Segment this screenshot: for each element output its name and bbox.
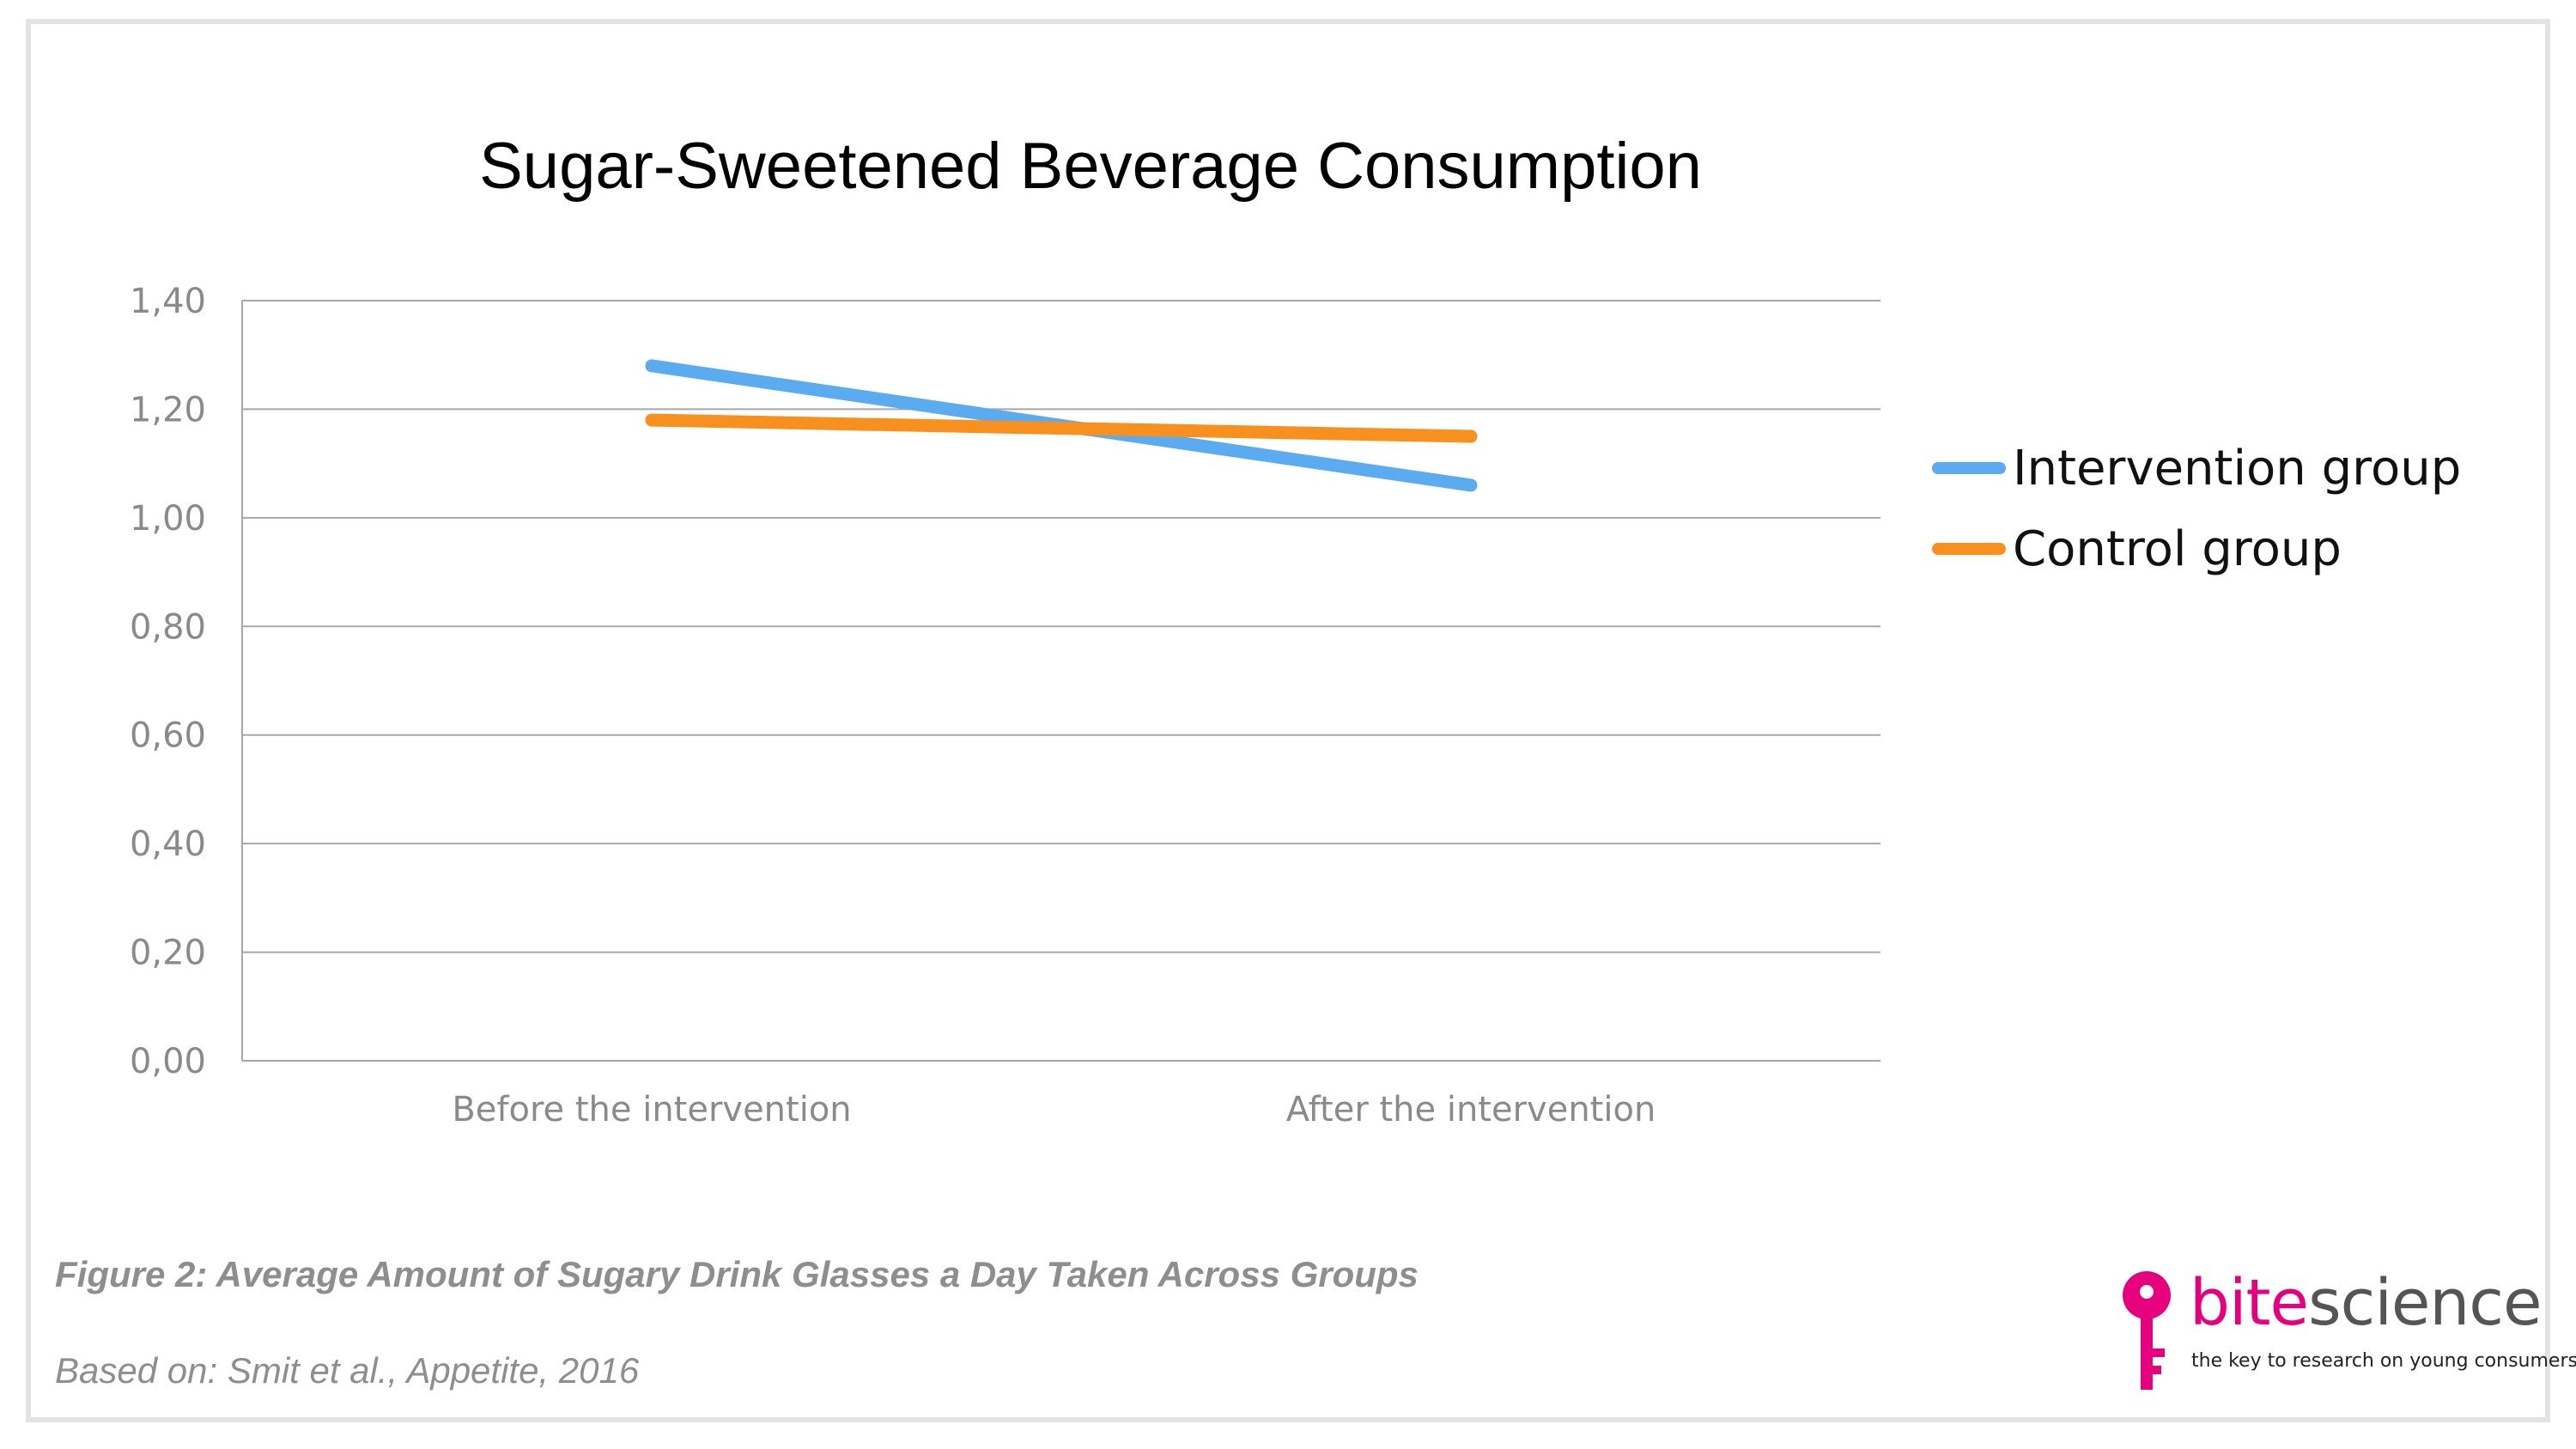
logo-tagline: the key to research on young consumers: [2191, 1350, 2576, 1372]
chart-legend: Intervention group Control group: [1932, 428, 2461, 589]
series-line-control-group: [645, 413, 1478, 443]
legend-swatch: [1932, 543, 2006, 555]
figure-frame: [26, 19, 2550, 1422]
legend-label: Intervention group: [2013, 440, 2462, 496]
legend-label: Control group: [2013, 521, 2342, 577]
bitescience-logo: bitescience the key to research on young…: [2112, 1266, 2576, 1398]
line-chart: 0,00 0,20 0,40 0,60 0,80 1,00 1,20 1,40 Before t…: [130, 282, 1880, 1129]
y-tick-label: 0,60: [130, 716, 206, 756]
y-tick-label: 0,00: [130, 1042, 206, 1081]
y-tick-label: 1,20: [130, 390, 206, 429]
key-icon: [2123, 1271, 2171, 1390]
x-tick-label: Before the intervention: [452, 1090, 851, 1129]
source-citation: Based on: Smit et al., Appetite, 2016: [55, 1350, 640, 1391]
legend-item: Intervention group: [1932, 428, 2461, 508]
logo-wordmark: bitescience: [2190, 1266, 2543, 1340]
logo-word-bite: bite: [2190, 1266, 2309, 1340]
legend-swatch: [1932, 462, 2006, 474]
legend-item: Control group: [1932, 508, 2461, 589]
y-tick-label: 0,40: [130, 825, 206, 864]
figure-caption: Figure 2: Average Amount of Sugary Drink…: [55, 1254, 1419, 1294]
x-tick-label: After the intervention: [1286, 1090, 1656, 1129]
y-tick-label: 1,00: [130, 499, 206, 539]
chart-title: Sugar-Sweetened Beverage Consumption: [479, 130, 1702, 203]
logo-word-science: science: [2308, 1266, 2542, 1340]
y-tick-label: 1,40: [130, 282, 206, 321]
y-tick-label: 0,20: [130, 934, 206, 973]
y-tick-label: 0,80: [130, 607, 206, 647]
